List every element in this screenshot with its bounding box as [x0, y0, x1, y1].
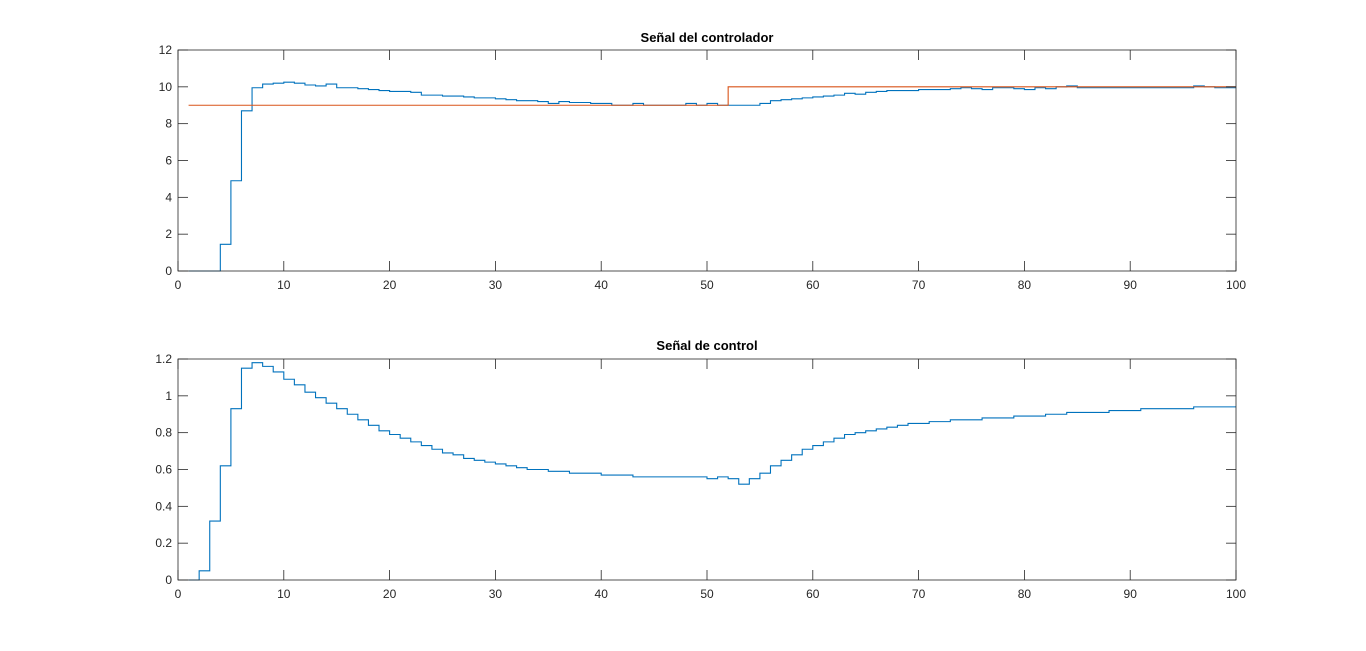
y-tick-label: 8 — [165, 117, 172, 131]
x-tick-label: 100 — [1226, 587, 1246, 601]
y-tick-label: 12 — [159, 43, 173, 57]
y-tick-label: 4 — [165, 190, 172, 204]
series-line-1 — [188, 86, 1236, 106]
x-tick-label: 80 — [1018, 278, 1032, 292]
y-tick-label: 0.4 — [155, 499, 172, 513]
x-tick-label: 10 — [277, 278, 291, 292]
plot-area — [178, 50, 1236, 271]
x-tick-label: 60 — [806, 278, 820, 292]
y-tick-label: 0.6 — [155, 463, 172, 477]
x-tick-label: 30 — [489, 278, 503, 292]
y-tick-label: 2 — [165, 227, 172, 241]
y-tick-label: 0.2 — [155, 536, 172, 550]
x-tick-label: 40 — [595, 278, 609, 292]
y-tick-label: 10 — [159, 80, 173, 94]
x-tick-label: 30 — [489, 587, 503, 601]
chart-title: Señal de control — [656, 338, 757, 353]
x-tick-label: 20 — [383, 278, 397, 292]
x-tick-label: 50 — [700, 587, 714, 601]
x-tick-label: 60 — [806, 587, 820, 601]
subplot-controller-signal: 0 10 20 30 40 50 60 70 80 90 100 0 2 4 6 8 10 12 Señal del… — [159, 30, 1247, 292]
plot-area — [178, 359, 1236, 580]
x-tick-label: 90 — [1124, 587, 1138, 601]
y-tick-label: 0.8 — [155, 426, 172, 440]
x-tick-label: 90 — [1124, 278, 1138, 292]
series-line-0 — [188, 362, 1236, 581]
y-tick-label: 1.2 — [155, 352, 172, 366]
y-tick-label: 6 — [165, 154, 172, 168]
x-tick-label: 40 — [595, 587, 609, 601]
chart-title: Señal del controlador — [641, 30, 774, 45]
x-tick-label: 100 — [1226, 278, 1246, 292]
x-tick-label: 80 — [1018, 587, 1032, 601]
x-tick-label: 0 — [175, 587, 182, 601]
x-tick-label: 70 — [912, 278, 926, 292]
y-tick-label: 0 — [165, 573, 172, 587]
x-tick-label: 0 — [175, 278, 182, 292]
y-tick-label: 1 — [165, 389, 172, 403]
y-tick-label: 0 — [165, 264, 172, 278]
x-tick-label: 20 — [383, 587, 397, 601]
subplot-control-signal: 0 10 20 30 40 50 60 70 80 90 100 0 0.2 0.4 0.6 0.8 1 1.2 S… — [155, 338, 1246, 601]
x-tick-label: 70 — [912, 587, 926, 601]
x-tick-label: 10 — [277, 587, 291, 601]
x-tick-label: 50 — [700, 278, 714, 292]
